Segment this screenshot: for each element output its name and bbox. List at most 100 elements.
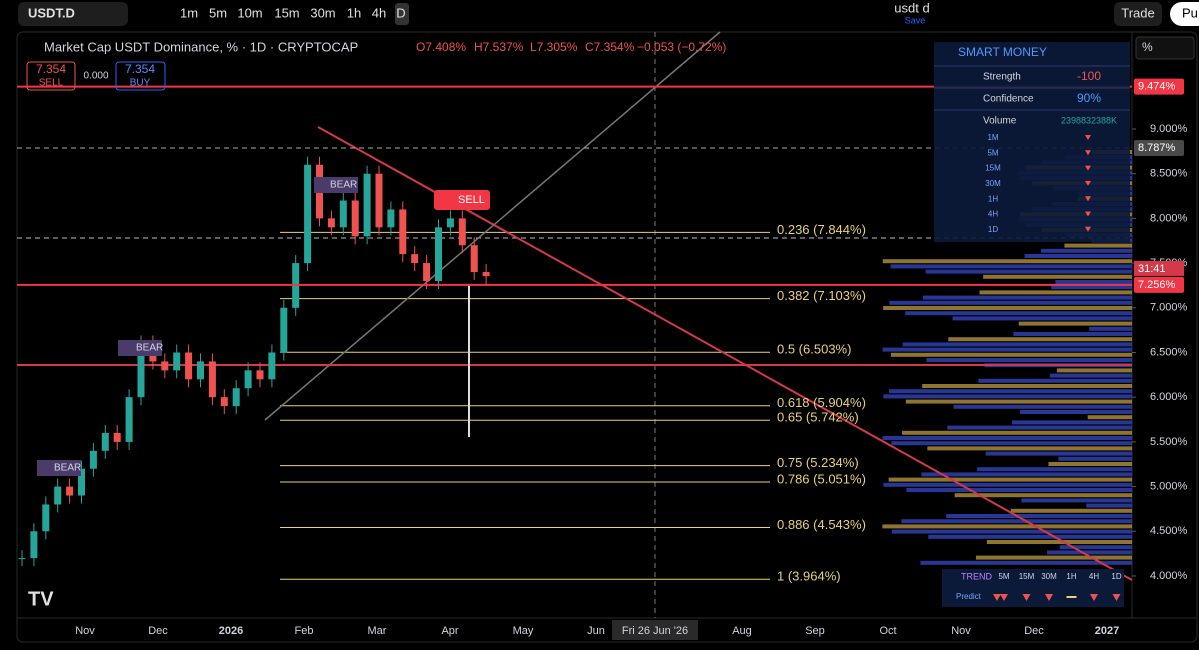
candle — [470, 245, 478, 273]
candle — [399, 209, 407, 255]
bear-label: BEAR — [136, 343, 163, 354]
price-marker-bg — [1134, 78, 1184, 95]
volume-profile — [882, 436, 1132, 440]
volume-profile — [902, 342, 1132, 347]
price-marker: 7.256% — [1138, 279, 1176, 291]
volume-profile — [921, 472, 1132, 477]
trend-arrow — [1022, 594, 1031, 601]
publish-button[interactable]: Pu — [1182, 5, 1198, 20]
fib-label: 0.65 (5.742%) — [777, 410, 859, 425]
volume-profile — [1055, 280, 1132, 284]
interval[interactable]: 1m — [180, 5, 198, 20]
publish-box[interactable] — [1170, 2, 1199, 26]
sell-price[interactable]: 7.354 — [36, 62, 66, 76]
buy-box[interactable] — [115, 61, 166, 91]
fib-label: 0.5 (6.503%) — [777, 342, 851, 357]
volume-profile — [882, 259, 1132, 264]
layout-name[interactable]: usdt d — [894, 0, 929, 15]
sm-label: Confidence — [983, 94, 1034, 105]
interval[interactable]: 4h — [372, 5, 386, 20]
volume-profile — [1059, 545, 1132, 550]
smart-money-rows: Strength -100 Confidence 90% Volume 239883238… — [934, 65, 1130, 234]
trade-button[interactable]: Trade — [1121, 5, 1154, 20]
fib-label: 0.786 (5.051%) — [777, 471, 866, 486]
candle — [268, 352, 276, 380]
volume-profile — [1048, 462, 1132, 466]
volume-profile — [1049, 373, 1132, 378]
candle — [375, 173, 383, 228]
x-tick-label: May — [513, 625, 534, 637]
scale-button[interactable]: % — [1142, 40, 1153, 54]
legend-low: L7.305% — [530, 40, 578, 54]
bear-tag — [314, 177, 358, 193]
volume-profile — [1047, 550, 1132, 555]
interval[interactable]: 1h — [347, 5, 361, 20]
sell-box[interactable] — [26, 61, 76, 91]
candle — [387, 209, 395, 228]
interval-active — [395, 3, 409, 25]
volume-profile — [901, 519, 1132, 524]
price-marker-bg — [1134, 140, 1184, 157]
volume-profile — [1086, 503, 1132, 508]
save-button[interactable]: Save — [905, 15, 926, 25]
y-tick-label: 5.500% — [1150, 436, 1188, 448]
interval[interactable]: 30m — [310, 5, 335, 20]
interval[interactable]: D — [396, 5, 405, 20]
volume-profile — [889, 300, 1132, 305]
logo: TV — [28, 588, 54, 610]
sm-arrow — [1085, 165, 1091, 171]
candle — [339, 200, 347, 228]
volume-profile — [947, 425, 1132, 430]
interval[interactable]: 15m — [274, 5, 299, 20]
fib-label: 0.75 (5.234%) — [777, 455, 859, 470]
sell-signal-label: SELL — [458, 194, 485, 206]
interval[interactable]: 5m — [209, 5, 227, 20]
volume-profile — [1012, 420, 1132, 425]
sm-arrow — [1085, 180, 1091, 186]
fib-label: 0.236 (7.844%) — [777, 222, 866, 237]
y-tick-label: 8.500% — [1150, 168, 1188, 180]
sm-arrow — [1085, 211, 1091, 217]
candle — [351, 200, 359, 237]
sell-label[interactable]: SELL — [39, 78, 64, 89]
volume-profile — [882, 524, 1132, 529]
volume-profile — [883, 306, 1132, 310]
volume-profile — [1051, 285, 1132, 290]
trend-title: TREND — [961, 571, 992, 581]
trend-timeframe: 1H — [1066, 572, 1076, 581]
candle — [173, 352, 181, 371]
sm-label: Volume — [983, 116, 1017, 127]
sm-timeframe: 1D — [988, 225, 998, 234]
volume-profile — [905, 399, 1132, 404]
candle — [482, 272, 490, 277]
x-tick-label: Mar — [368, 625, 387, 637]
symbol-box[interactable] — [18, 2, 128, 26]
interval[interactable]: 10m — [237, 5, 262, 20]
buy-label[interactable]: BUY — [130, 78, 151, 89]
trend-timeframe: 15M — [1019, 572, 1035, 581]
candle — [423, 263, 431, 281]
x-tick-label: 2026 — [219, 625, 243, 637]
volume-profile — [977, 467, 1132, 472]
buy-price[interactable]: 7.354 — [125, 62, 155, 76]
volume-profile — [927, 446, 1132, 451]
volume-profile — [891, 529, 1132, 534]
x-tick-label: Aug — [732, 625, 752, 637]
x-tick-label: Oct — [879, 625, 896, 637]
volume-profile — [1064, 243, 1132, 248]
x-tick-label: Feb — [295, 625, 314, 637]
volume-profile — [922, 384, 1132, 388]
volume-profile — [1013, 332, 1132, 336]
x-tick-label: Sep — [805, 625, 825, 637]
candle — [197, 361, 204, 380]
sm-timeframe: 15M — [985, 164, 1001, 173]
volume-profile — [1020, 410, 1132, 414]
trade-box[interactable] — [1114, 2, 1162, 26]
volume-profile — [1010, 508, 1132, 513]
scale-box[interactable] — [1135, 36, 1195, 60]
volume-profile — [948, 337, 1132, 342]
symbol[interactable]: USDT.D — [28, 5, 75, 20]
volume-profile — [928, 534, 1132, 539]
volume-profile — [946, 514, 1132, 518]
